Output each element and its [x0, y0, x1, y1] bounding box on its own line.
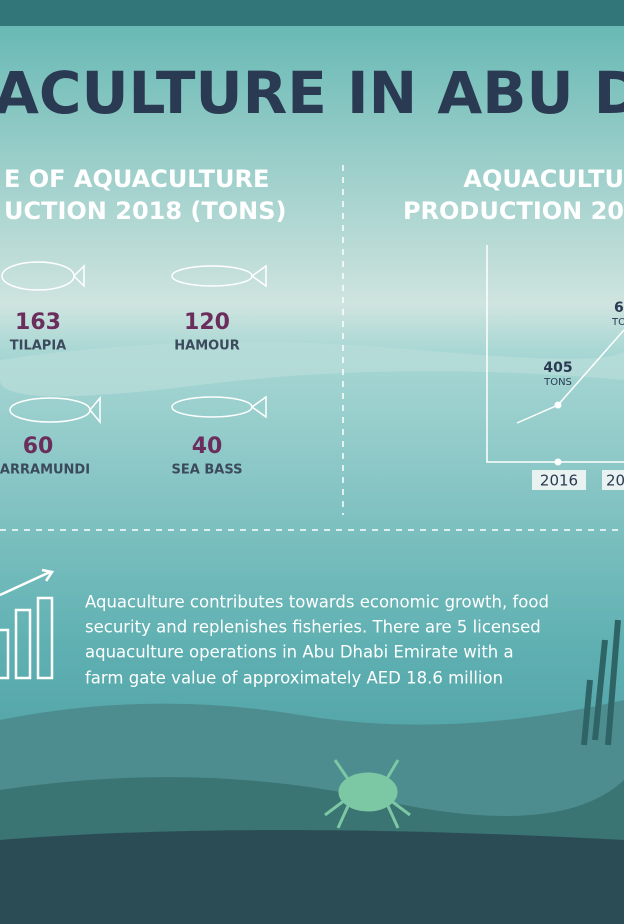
axis-point [554, 458, 562, 466]
point-unit: TONS [543, 377, 572, 388]
year-box [602, 470, 624, 490]
title: ACULTURE IN ABU D [0, 59, 624, 127]
seaweed [581, 619, 621, 746]
description-line: farm gate value of approximately AED 18.… [85, 669, 503, 688]
point-unit: TO [611, 317, 624, 328]
fish-value: 40 [192, 434, 223, 459]
fish-name: ARRAMUNDI [0, 463, 90, 478]
section-heading: AQUACULTU [463, 165, 624, 193]
wave [0, 342, 624, 397]
top-band [0, 0, 624, 26]
point-value: 405 [543, 360, 572, 376]
section-heading: PRODUCTION 20 [403, 197, 624, 225]
fish-name: HAMOUR [174, 339, 240, 354]
fish-value: 163 [15, 310, 61, 335]
crab [324, 759, 411, 829]
year-label: 20 [606, 472, 624, 490]
description-line: security and replenishes fisheries. Ther… [85, 618, 541, 637]
description-line: aquaculture operations in Abu Dhabi Emir… [85, 643, 514, 662]
fish-value: 120 [184, 310, 230, 335]
section-heading: UCTION 2018 (TONS) [4, 197, 286, 225]
fish-icons [1, 261, 267, 425]
sea-floor [0, 830, 624, 924]
fish-name: SEA BASS [172, 463, 243, 478]
fish-value: 60 [23, 434, 54, 459]
year-box [532, 470, 586, 490]
fish-name: TILAPIA [10, 339, 66, 354]
point-value: 6 [614, 300, 624, 316]
chart-point [554, 401, 562, 409]
description-line: Aquaculture contributes towards economic… [85, 593, 549, 612]
growth-icon [0, 568, 55, 680]
year-label: 2016 [540, 472, 578, 490]
section-heading: E OF AQUACULTURE [4, 165, 269, 193]
chart-axes [486, 245, 624, 463]
